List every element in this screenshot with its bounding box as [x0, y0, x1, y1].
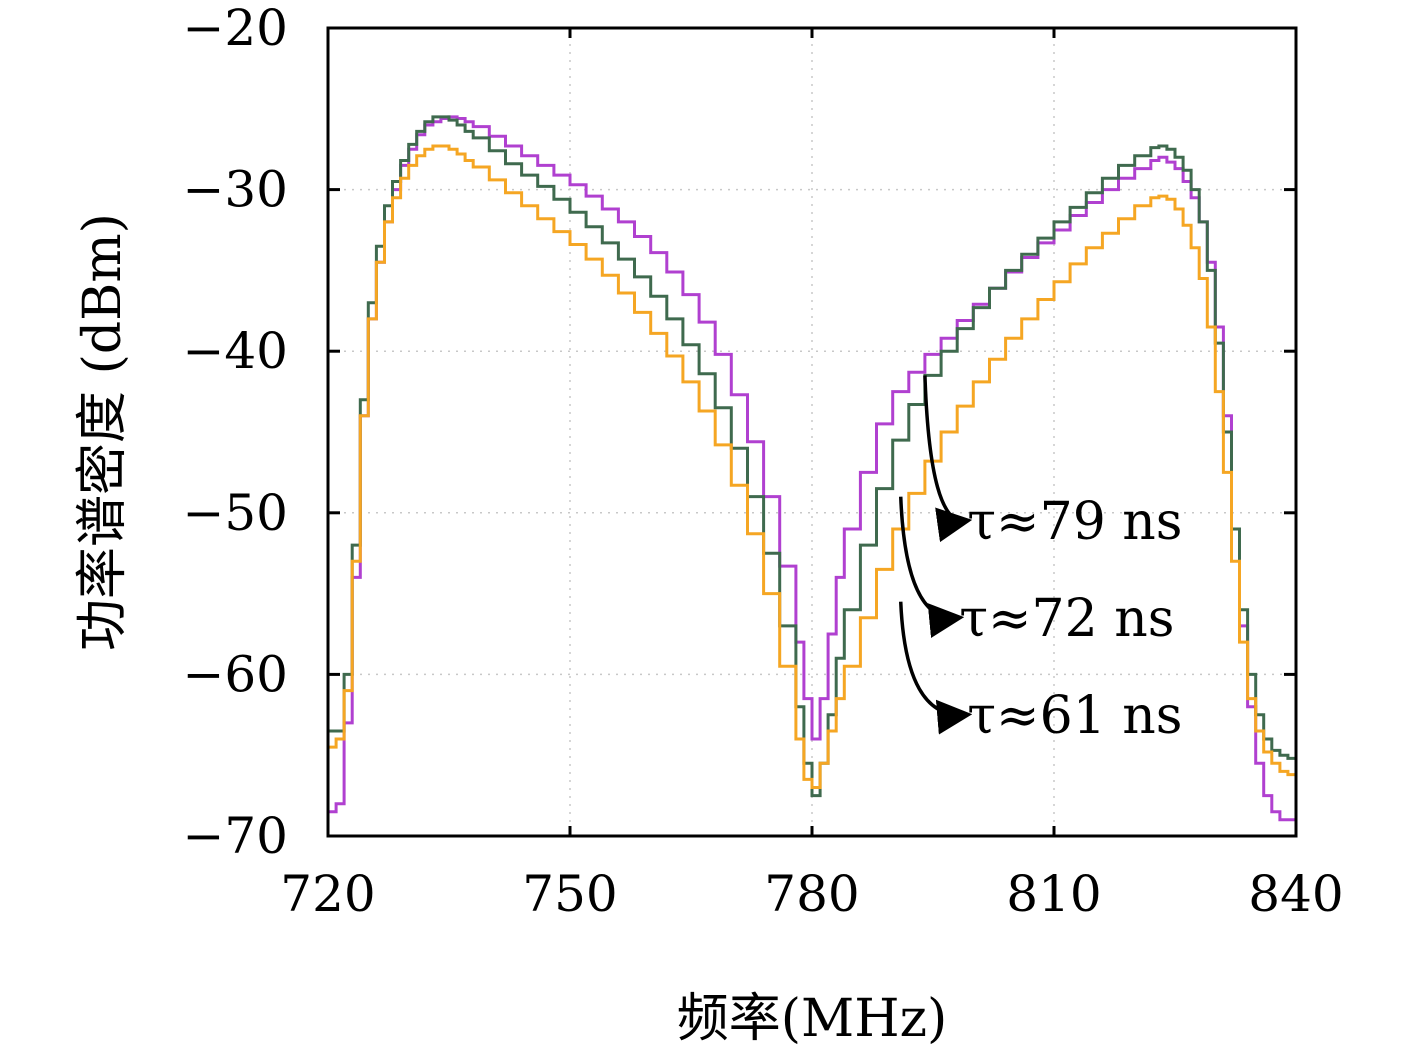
annotation-arrow	[898, 496, 965, 638]
x-axis-title: 频率(MHz)	[677, 989, 948, 1049]
y-tick-label: −30	[182, 161, 288, 219]
x-tick-label: 840	[1248, 865, 1343, 923]
annotation-arrow	[898, 601, 973, 735]
annotation-arrow	[923, 375, 973, 543]
y-tick-label: −70	[182, 807, 288, 865]
x-tick-label: 810	[1006, 865, 1101, 923]
annotation-label: τ≈72 ns	[959, 589, 1174, 649]
annotations: τ≈79 ns τ≈72 ns τ≈61 ns	[898, 375, 1182, 746]
annotation-label: τ≈61 ns	[967, 686, 1182, 746]
series-line-79ns	[328, 115, 1296, 822]
annotation-label: τ≈79 ns	[967, 492, 1182, 552]
series-line-61ns	[328, 144, 1296, 789]
series-group	[328, 115, 1296, 822]
y-tick-label: −20	[182, 0, 288, 57]
axis-ticks: 720 750 780 810 840 −20 −30 −40 −50 −60 −70	[182, 0, 1343, 923]
x-tick-label: 750	[522, 865, 617, 923]
y-axis-title: 功率谱密度 (dBm)	[73, 213, 133, 651]
x-tick-label: 720	[280, 865, 375, 923]
y-tick-label: −60	[182, 645, 288, 703]
y-tick-label: −40	[182, 322, 288, 380]
x-tick-label: 780	[764, 865, 859, 923]
y-tick-label: −50	[182, 484, 288, 542]
